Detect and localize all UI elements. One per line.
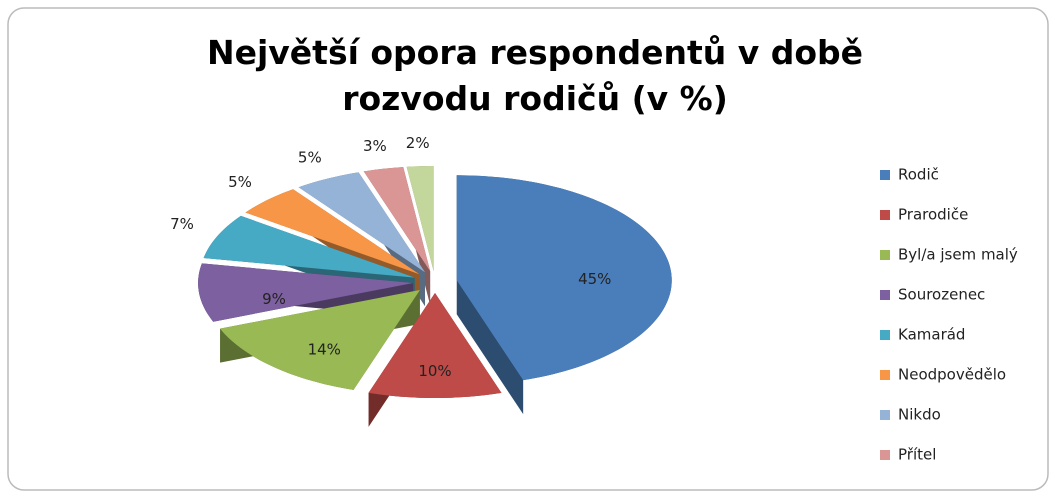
chart-title: Největší opora respondentů v době rozvod… bbox=[206, 33, 864, 118]
legend-label: Rodič bbox=[898, 166, 939, 184]
data-label: 10% bbox=[418, 362, 451, 380]
data-label: 7% bbox=[170, 215, 194, 233]
legend-swatch bbox=[880, 370, 890, 380]
legend-label: Sourozenec bbox=[898, 286, 985, 304]
data-label: 2% bbox=[406, 134, 430, 152]
data-label: 14% bbox=[308, 340, 341, 358]
slice-top bbox=[198, 263, 414, 322]
slice-top bbox=[203, 215, 415, 278]
legend-swatch bbox=[880, 450, 890, 460]
data-label: 45% bbox=[578, 270, 611, 288]
data-label: 9% bbox=[262, 290, 286, 308]
legend-label: Přítel bbox=[898, 446, 936, 464]
slice-top bbox=[456, 175, 672, 381]
data-label: 5% bbox=[228, 173, 252, 191]
legend-swatch bbox=[880, 210, 890, 220]
legend-swatch bbox=[880, 170, 890, 180]
pie-slice bbox=[198, 263, 414, 356]
pie-slice bbox=[220, 290, 420, 424]
slice-top bbox=[363, 167, 431, 272]
legend-label: Byl/a jsem malý bbox=[898, 246, 1018, 264]
legend-swatch bbox=[880, 250, 890, 260]
slice-top bbox=[298, 172, 426, 273]
pie-slice bbox=[298, 172, 426, 307]
slice-top bbox=[368, 293, 502, 398]
slice-top bbox=[245, 189, 420, 275]
pie-slice bbox=[406, 166, 434, 306]
pie-slice bbox=[368, 293, 502, 432]
pie-slice bbox=[363, 167, 431, 306]
legend-swatch bbox=[880, 330, 890, 340]
data-label: 5% bbox=[298, 148, 322, 166]
slice-top bbox=[220, 290, 420, 390]
pie-slice bbox=[456, 175, 672, 415]
legend-label: Nikdo bbox=[898, 406, 941, 424]
legend-label: Prarodiče bbox=[898, 206, 968, 224]
legend-label: Kamarád bbox=[898, 326, 965, 344]
data-label: 3% bbox=[363, 137, 387, 155]
slice-top bbox=[406, 166, 434, 272]
legend-swatch bbox=[880, 290, 890, 300]
legend-label: Neodpovědělo bbox=[898, 366, 1006, 384]
legend-swatch bbox=[880, 410, 890, 420]
